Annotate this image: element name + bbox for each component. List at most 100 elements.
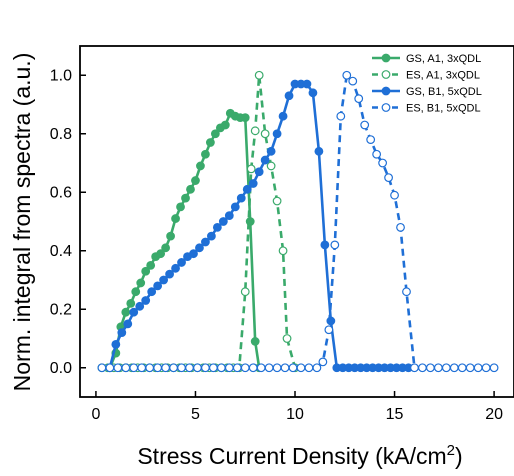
x-tick-label: 10 bbox=[286, 406, 304, 423]
data-point bbox=[236, 193, 246, 203]
data-point bbox=[260, 129, 270, 139]
data-point bbox=[169, 363, 178, 373]
data-point bbox=[354, 94, 364, 104]
data-point bbox=[473, 363, 483, 373]
data-point bbox=[177, 258, 186, 267]
data-point bbox=[121, 363, 131, 373]
data-point bbox=[176, 202, 185, 212]
data-point bbox=[161, 243, 171, 253]
data-point bbox=[230, 202, 240, 212]
data-point bbox=[272, 129, 282, 139]
legend-marker bbox=[381, 86, 391, 96]
data-point bbox=[366, 135, 376, 145]
data-point bbox=[465, 363, 475, 373]
series-line bbox=[101, 73, 495, 370]
data-point bbox=[177, 363, 186, 373]
x-tick-label: 5 bbox=[191, 406, 200, 423]
data-point bbox=[242, 184, 252, 194]
data-point bbox=[336, 111, 346, 121]
data-point bbox=[171, 214, 180, 223]
data-point bbox=[113, 363, 123, 373]
data-point bbox=[304, 363, 314, 373]
data-point bbox=[280, 363, 290, 373]
data-point bbox=[240, 113, 250, 123]
data-point bbox=[272, 363, 282, 373]
data-point bbox=[186, 184, 195, 194]
data-point bbox=[165, 269, 174, 279]
data-point bbox=[147, 287, 157, 297]
data-point bbox=[282, 334, 292, 343]
data-point bbox=[208, 363, 218, 373]
data-point bbox=[218, 217, 228, 226]
legend-label: ES, B1, 5xQDL bbox=[406, 103, 481, 115]
y-tick-label: 0.6 bbox=[50, 184, 72, 201]
data-point bbox=[201, 363, 210, 373]
data-point bbox=[240, 287, 250, 297]
data-point bbox=[220, 120, 230, 130]
data-point bbox=[205, 138, 215, 147]
data-point bbox=[189, 249, 198, 259]
y-tick-label: 0.4 bbox=[50, 243, 72, 260]
data-point bbox=[264, 363, 274, 373]
plot-frame bbox=[79, 45, 514, 398]
data-point bbox=[266, 161, 276, 171]
data-point bbox=[256, 363, 266, 373]
data-point bbox=[457, 363, 467, 373]
x-axis-title-main: Stress Current Density (kA/cm bbox=[137, 443, 446, 469]
data-point bbox=[126, 299, 136, 308]
data-point bbox=[216, 363, 226, 373]
data-point bbox=[123, 319, 133, 329]
data-point bbox=[166, 231, 175, 241]
x-axis-title-close: ) bbox=[455, 443, 463, 469]
data-point bbox=[384, 173, 393, 183]
series-group bbox=[105, 79, 413, 373]
x-axis-title-sup: 2 bbox=[447, 442, 455, 459]
data-point bbox=[129, 307, 139, 317]
data-point bbox=[161, 363, 171, 373]
data-point bbox=[171, 263, 180, 273]
legend-label: GS, A1, 3xQDL bbox=[406, 53, 481, 65]
x-axis: 0 5 10 15 20 bbox=[91, 391, 503, 423]
data-point bbox=[284, 91, 294, 101]
x-axis-title: Stress Current Density (kA/cm2) bbox=[137, 442, 462, 469]
data-point bbox=[278, 246, 288, 256]
x-tick-label: 15 bbox=[386, 406, 404, 423]
data-point bbox=[402, 287, 411, 297]
legend-label: ES, A1, 3xQDL bbox=[406, 70, 480, 82]
data-point bbox=[250, 337, 260, 346]
data-point bbox=[278, 111, 288, 121]
data-point bbox=[481, 363, 491, 373]
data-point bbox=[141, 296, 151, 305]
data-point bbox=[135, 301, 145, 311]
data-point bbox=[296, 363, 306, 373]
data-point bbox=[232, 363, 242, 373]
data-point bbox=[181, 193, 190, 203]
data-point bbox=[145, 363, 155, 373]
data-point bbox=[156, 249, 166, 259]
x-tick-label: 20 bbox=[485, 406, 503, 423]
data-point bbox=[212, 222, 222, 232]
series-layer bbox=[97, 70, 499, 373]
data-point bbox=[433, 363, 443, 373]
data-point bbox=[210, 129, 220, 139]
data-point bbox=[206, 231, 216, 241]
data-point bbox=[131, 287, 141, 297]
data-point bbox=[272, 196, 282, 206]
data-point bbox=[348, 76, 358, 86]
data-point bbox=[117, 328, 127, 338]
data-point bbox=[121, 307, 131, 317]
data-point bbox=[201, 149, 210, 159]
data-point bbox=[266, 146, 276, 156]
data-point bbox=[425, 363, 435, 373]
data-point bbox=[159, 275, 169, 285]
data-point bbox=[302, 79, 312, 89]
data-point bbox=[410, 363, 419, 373]
data-point bbox=[195, 243, 204, 253]
y-tick-label: 0.2 bbox=[50, 301, 72, 318]
data-point bbox=[185, 363, 194, 373]
data-point bbox=[246, 164, 256, 174]
legend-marker bbox=[381, 53, 391, 63]
data-point bbox=[224, 363, 234, 373]
data-point bbox=[320, 240, 330, 250]
